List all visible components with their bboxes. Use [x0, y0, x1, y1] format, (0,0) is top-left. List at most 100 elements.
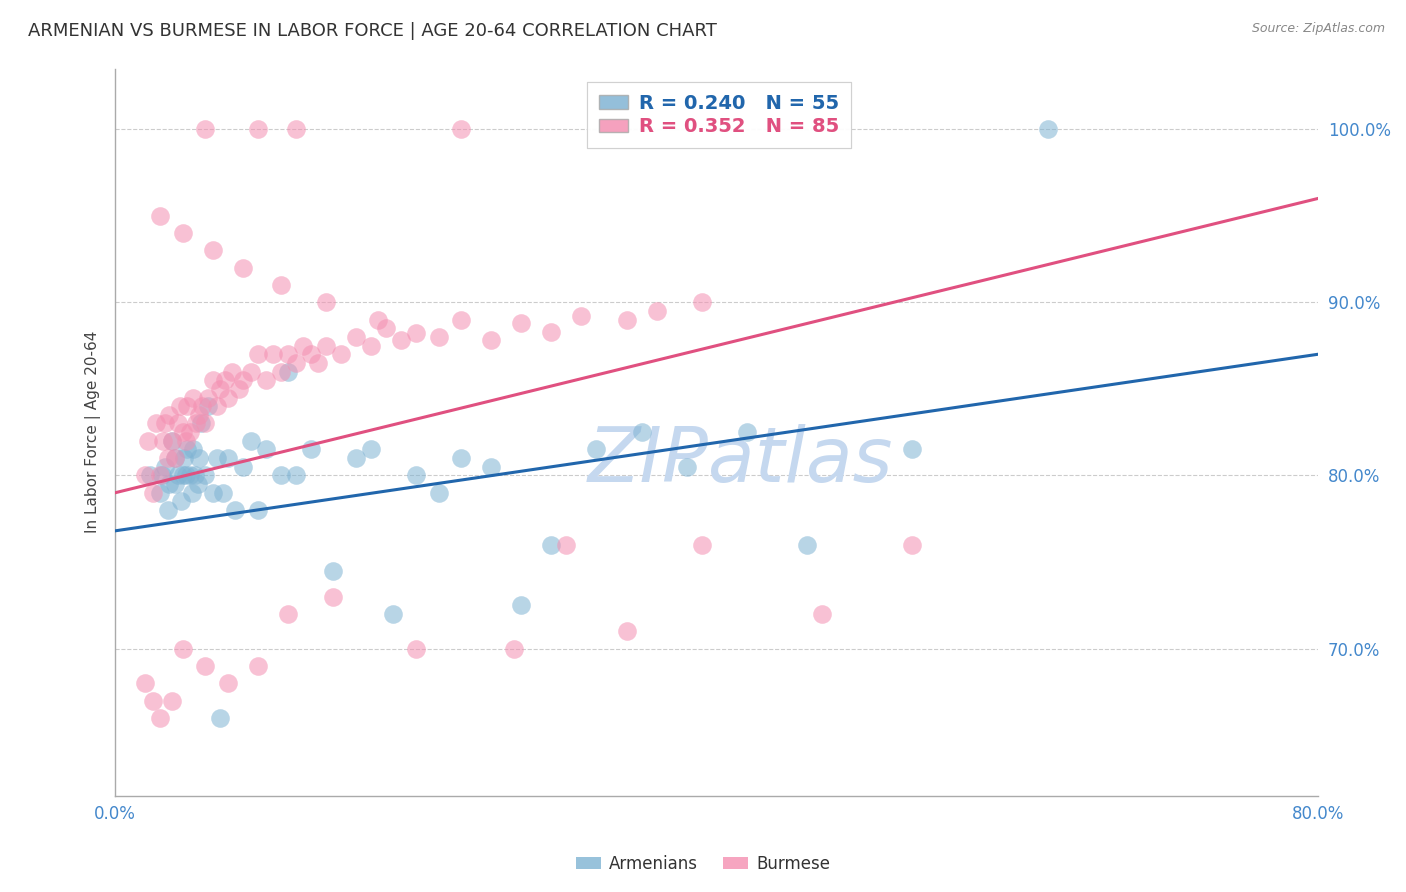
- Point: [221, 365, 243, 379]
- Point: [149, 711, 172, 725]
- Point: [194, 122, 217, 136]
- Point: [188, 451, 211, 466]
- Point: [690, 295, 713, 310]
- Point: [173, 451, 195, 466]
- Point: [157, 477, 180, 491]
- Point: [179, 425, 201, 439]
- Point: [217, 676, 239, 690]
- Point: [254, 373, 277, 387]
- Point: [153, 417, 176, 431]
- Point: [197, 399, 219, 413]
- Point: [184, 468, 207, 483]
- Point: [134, 468, 156, 483]
- Point: [176, 399, 198, 413]
- Point: [360, 338, 382, 352]
- Point: [172, 641, 194, 656]
- Point: [247, 503, 270, 517]
- Point: [201, 244, 224, 258]
- Point: [169, 399, 191, 413]
- Point: [136, 434, 159, 448]
- Point: [270, 277, 292, 292]
- Point: [190, 417, 212, 431]
- Point: [153, 459, 176, 474]
- Point: [186, 417, 208, 431]
- Point: [901, 442, 924, 457]
- Point: [270, 468, 292, 483]
- Point: [162, 434, 184, 448]
- Point: [735, 425, 758, 439]
- Text: ZIPatlas: ZIPatlas: [588, 425, 893, 499]
- Point: [142, 693, 165, 707]
- Point: [389, 334, 412, 348]
- Legend: R = 0.240   N = 55, R = 0.352   N = 85: R = 0.240 N = 55, R = 0.352 N = 85: [586, 82, 852, 148]
- Point: [344, 451, 367, 466]
- Point: [299, 442, 322, 457]
- Point: [540, 325, 562, 339]
- Point: [299, 347, 322, 361]
- Point: [134, 676, 156, 690]
- Point: [239, 434, 262, 448]
- Point: [170, 494, 193, 508]
- Point: [405, 468, 427, 483]
- Point: [162, 693, 184, 707]
- Point: [405, 326, 427, 341]
- Text: Source: ZipAtlas.com: Source: ZipAtlas.com: [1251, 22, 1385, 36]
- Point: [194, 659, 217, 673]
- Point: [180, 485, 202, 500]
- Point: [315, 295, 337, 310]
- Point: [149, 468, 172, 483]
- Point: [571, 309, 593, 323]
- Point: [217, 391, 239, 405]
- Point: [675, 459, 697, 474]
- Point: [405, 641, 427, 656]
- Point: [277, 365, 299, 379]
- Point: [277, 347, 299, 361]
- Point: [502, 641, 524, 656]
- Point: [149, 209, 172, 223]
- Point: [224, 503, 246, 517]
- Point: [307, 356, 329, 370]
- Point: [172, 468, 194, 483]
- Point: [1036, 122, 1059, 136]
- Point: [187, 477, 209, 491]
- Legend: Armenians, Burmese: Armenians, Burmese: [569, 848, 837, 880]
- Point: [284, 468, 307, 483]
- Point: [156, 503, 179, 517]
- Point: [152, 434, 174, 448]
- Point: [212, 485, 235, 500]
- Point: [183, 442, 205, 457]
- Point: [172, 425, 194, 439]
- Point: [510, 599, 533, 613]
- Point: [183, 391, 205, 405]
- Point: [156, 451, 179, 466]
- Point: [630, 425, 652, 439]
- Point: [811, 607, 834, 621]
- Point: [360, 442, 382, 457]
- Point: [270, 365, 292, 379]
- Point: [616, 624, 638, 639]
- Point: [157, 408, 180, 422]
- Point: [207, 451, 229, 466]
- Point: [247, 122, 270, 136]
- Point: [149, 485, 172, 500]
- Point: [555, 538, 578, 552]
- Point: [690, 538, 713, 552]
- Y-axis label: In Labor Force | Age 20-64: In Labor Force | Age 20-64: [86, 331, 101, 533]
- Point: [479, 459, 502, 474]
- Point: [247, 659, 270, 673]
- Point: [901, 538, 924, 552]
- Point: [315, 338, 337, 352]
- Point: [479, 334, 502, 348]
- Point: [150, 468, 173, 483]
- Point: [165, 451, 187, 466]
- Point: [292, 338, 315, 352]
- Point: [174, 468, 197, 483]
- Point: [197, 391, 219, 405]
- Point: [382, 607, 405, 621]
- Point: [201, 485, 224, 500]
- Point: [232, 373, 254, 387]
- Point: [262, 347, 284, 361]
- Point: [254, 442, 277, 457]
- Point: [247, 347, 270, 361]
- Point: [194, 417, 217, 431]
